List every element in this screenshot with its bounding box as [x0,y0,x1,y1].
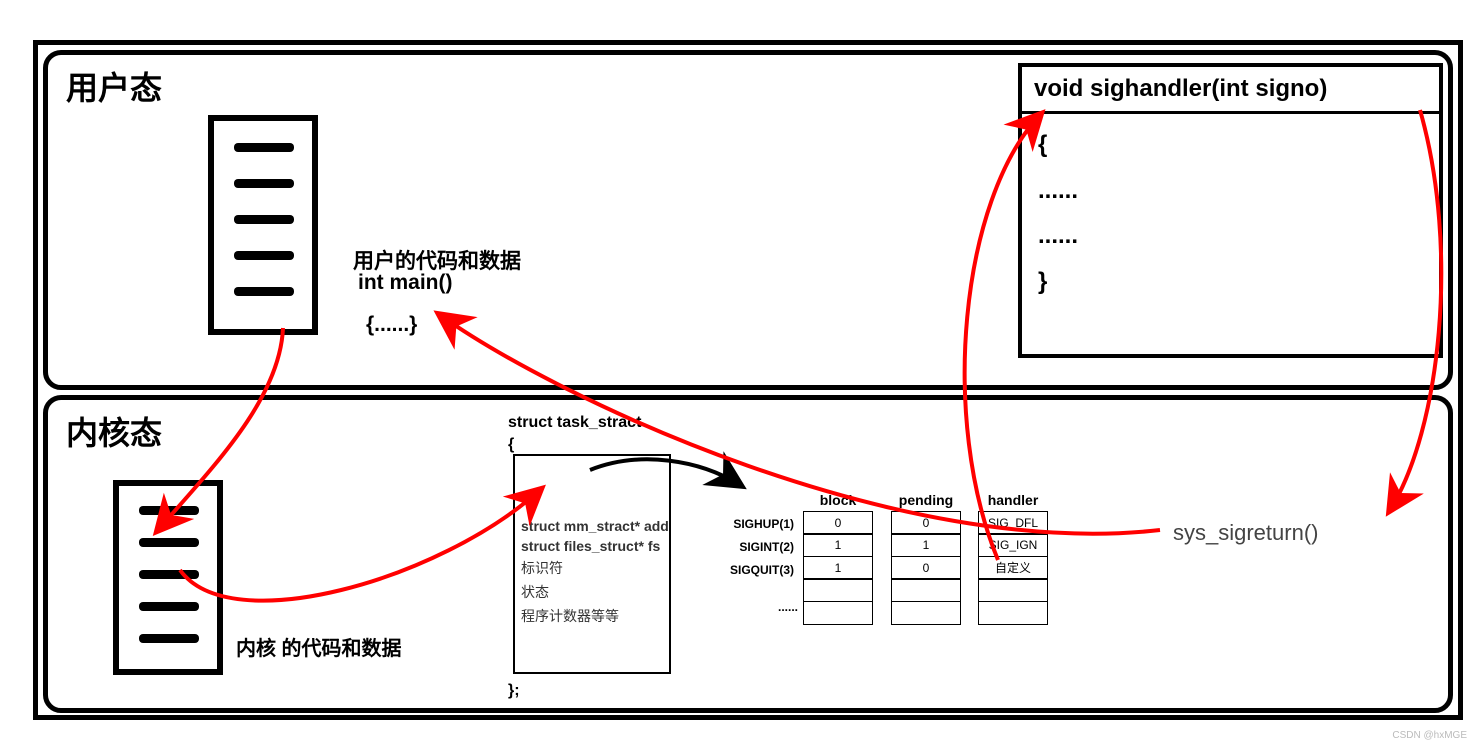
struct-open: { [508,436,514,454]
pending-cell-4 [891,601,961,625]
row-label-0: SIGHUP(1) [726,517,794,531]
handler-cell-0: SIG_DFL [978,511,1048,535]
sighandler-line-2: ...... [1038,213,1423,259]
struct-member-3: 状态 [515,580,669,604]
kernel-code-label: 内核 的代码和数据 [236,632,402,661]
block-cell-0: 0 [803,511,873,535]
sighandler-line-1: ...... [1038,168,1423,214]
struct-member-2: 标识符 [515,556,669,580]
handler-cell-4 [978,601,1048,625]
block-title: block [803,492,873,508]
outer-container: 用户态 用户的代码和数据 int main() {......} void si… [33,40,1463,720]
sys-sigreturn-label: sys_sigreturn() [1173,520,1318,546]
row-label-ellipsis: ...... [778,600,798,614]
handler-cell-3 [978,578,1048,602]
struct-member-0: struct mm_stract* add [515,516,669,536]
pending-cell-2: 0 [891,556,961,580]
pending-table: pending 0 1 0 [891,492,961,625]
row-label-1: SIGINT(2) [726,540,794,554]
pending-title: pending [891,492,961,508]
sighandler-body: { ...... ...... } [1022,114,1439,312]
row-label-2: SIGQUIT(3) [726,563,794,577]
handler-cell-1: SIG_IGN [978,533,1048,557]
kernel-mode-title: 内核态 [66,408,162,454]
pending-cell-0: 0 [891,511,961,535]
sighandler-signature: void sighandler(int signo) [1022,67,1439,114]
sighandler-line-0: { [1038,122,1423,168]
struct-close: }; [508,682,520,700]
user-code-label-2: int main() [358,271,453,295]
user-doc-icon [208,115,318,335]
block-cell-3 [803,578,873,602]
user-code-label-3: {......} [366,313,417,337]
pending-cell-3 [891,578,961,602]
struct-member-4: 程序计数器等等 [515,604,669,628]
struct-title: struct task_stract [508,414,641,432]
handler-title: handler [978,492,1048,508]
watermark: CSDN @hxMGE [1392,730,1467,741]
struct-member-1: struct files_struct* fs [515,536,669,556]
block-table: block 0 1 1 [803,492,873,625]
sighandler-line-3: } [1038,259,1423,305]
block-cell-4 [803,601,873,625]
struct-box: struct mm_stract* add struct files_struc… [513,454,671,674]
kernel-mode-panel: 内核态 内核 的代码和数据 struct task_stract { struc… [43,395,1453,713]
user-mode-title: 用户态 [66,63,162,109]
handler-table: handler SIG_DFL SIG_IGN 自定义 [978,492,1048,625]
kernel-doc-icon [113,480,223,675]
block-cell-2: 1 [803,556,873,580]
sighandler-box: void sighandler(int signo) { ...... ....… [1018,63,1443,358]
handler-cell-2: 自定义 [978,556,1048,580]
user-mode-panel: 用户态 用户的代码和数据 int main() {......} void si… [43,50,1453,390]
pending-cell-1: 1 [891,533,961,557]
block-cell-1: 1 [803,533,873,557]
